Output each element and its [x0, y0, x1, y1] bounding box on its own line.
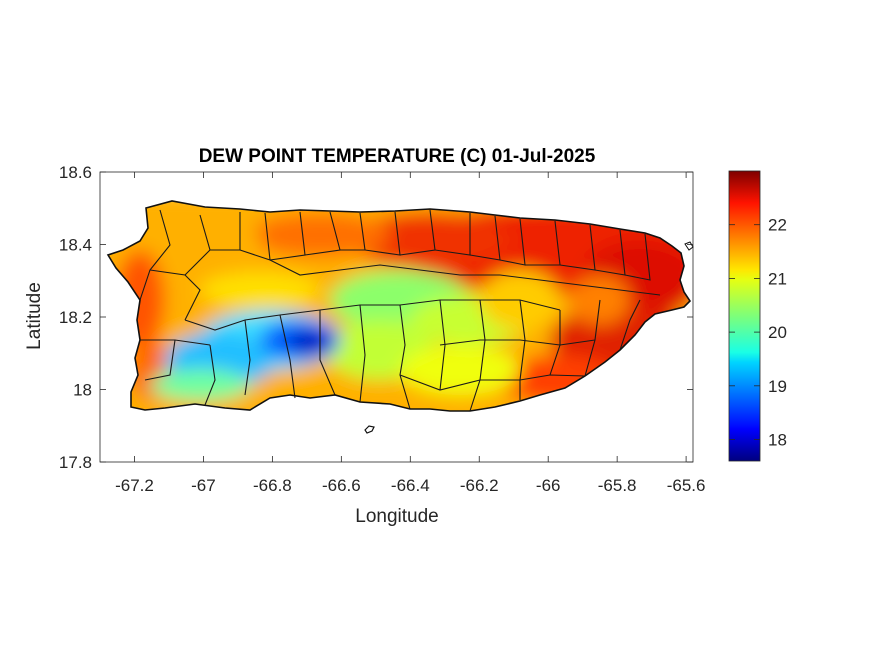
municipality-boundary	[279, 314, 296, 399]
x-tick-label: -66.4	[391, 476, 430, 495]
y-tick-label: 17.8	[59, 453, 92, 472]
x-tick-label: -65.6	[667, 476, 706, 495]
east-islet	[684, 241, 694, 251]
y-tick-label: 18.2	[59, 308, 92, 327]
colorbar-tick-label: 22	[768, 216, 787, 235]
colorbar	[728, 170, 761, 462]
colorbar-tick-label: 20	[768, 323, 787, 342]
x-tick-label: -65.8	[598, 476, 637, 495]
municipality-boundary	[399, 374, 586, 391]
y-tick-label: 18.4	[59, 236, 92, 255]
municipality-boundary	[439, 339, 596, 346]
municipality-boundary	[399, 304, 411, 410]
municipality-boundaries	[139, 209, 661, 412]
municipality-boundary	[319, 310, 336, 396]
municipality-boundary	[439, 299, 446, 391]
municipality-boundary	[359, 304, 366, 403]
island-coastline	[106, 200, 692, 412]
x-tick-label: -67	[191, 476, 216, 495]
x-tick-label: -66.6	[322, 476, 361, 495]
municipality-boundary	[469, 299, 486, 412]
x-tick-label: -67.2	[115, 476, 154, 495]
y-tick-label: 18	[73, 381, 92, 400]
y-axis-label: Latitude	[24, 282, 45, 350]
colorbar-tick-label: 18	[768, 431, 787, 450]
y-axis-ticks: 17.8 18 18.2 18.4 18.6	[59, 163, 693, 472]
chart-title: DEW POINT TEMPERATURE (C) 01-Jul-2025	[199, 146, 596, 167]
x-tick-label: -66	[536, 476, 561, 495]
municipality-boundary	[204, 344, 216, 406]
x-tick-label: -66.2	[460, 476, 499, 495]
municipality-boundary	[149, 269, 201, 321]
municipality-boundary	[139, 209, 171, 301]
municipality-boundary	[269, 259, 661, 296]
x-axis-label: Longitude	[355, 506, 438, 527]
x-tick-label: -66.8	[253, 476, 292, 495]
municipality-boundary	[519, 299, 526, 400]
municipality-boundary	[619, 299, 641, 351]
municipality-boundary	[244, 319, 251, 396]
colorbar-ticks: 18 19 20 21 22	[729, 216, 787, 450]
colorbar-tick-label: 19	[768, 377, 787, 396]
x-axis-ticks: -67.2 -67 -66.8 -66.6 -66.4 -66.2 -66 -65.8 -65.…	[115, 172, 705, 495]
municipality-boundary	[144, 339, 176, 381]
caja-de-muertos-islet	[364, 425, 375, 434]
municipality-boundary	[624, 233, 651, 281]
y-tick-label: 18.6	[59, 163, 92, 182]
colorbar-tick-label: 21	[768, 269, 787, 288]
